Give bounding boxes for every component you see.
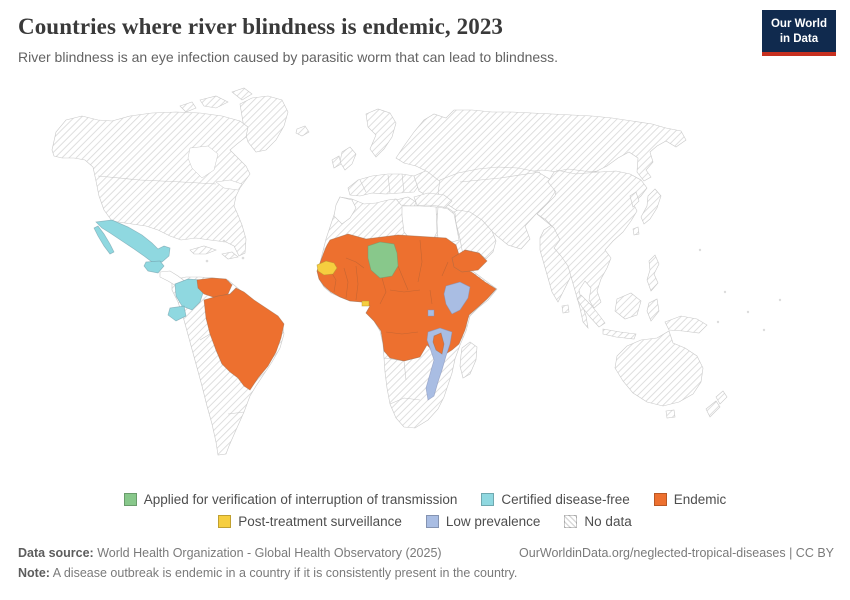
country-sri-lanka[interactable] — [561, 304, 570, 314]
legend-label: No data — [584, 514, 632, 529]
country-korea[interactable] — [629, 191, 640, 208]
asia-internal-borders — [459, 169, 599, 229]
country-greenland[interactable] — [239, 95, 289, 153]
data-source-text: World Health Organization - Global Healt… — [93, 546, 442, 560]
legend-swatch-no-data — [564, 515, 578, 528]
country-madagascar[interactable] — [459, 341, 478, 379]
us-canada-border — [97, 175, 217, 185]
region-russia[interactable] — [395, 109, 687, 185]
legend-label: Low prevalence — [445, 514, 541, 529]
pacific-island-dot — [746, 310, 750, 314]
region-central-europe[interactable] — [347, 173, 421, 197]
legend-item-certified[interactable]: Certified disease-free — [481, 492, 630, 507]
country-uk[interactable] — [339, 146, 357, 171]
legend-label: Post-treatment surveillance — [238, 514, 402, 529]
legend-swatch-low-prevalence — [425, 515, 439, 528]
country-japan[interactable] — [640, 188, 662, 225]
country-cuba[interactable] — [189, 245, 217, 255]
island-sumatra[interactable] — [576, 294, 606, 328]
country-yemen[interactable] — [451, 249, 488, 273]
legend-item-applied[interactable]: Applied for verification of interruption… — [123, 492, 458, 507]
country-morocco[interactable] — [333, 196, 357, 225]
island-java[interactable] — [602, 328, 637, 340]
island-new-guinea[interactable] — [664, 315, 708, 334]
country-colombia[interactable] — [174, 278, 205, 311]
country-senegal[interactable] — [316, 260, 338, 276]
country-malawi[interactable] — [432, 332, 445, 355]
country-guatemala[interactable] — [143, 260, 165, 274]
country-ireland[interactable] — [331, 155, 342, 169]
country-brazil[interactable] — [203, 287, 285, 391]
legend-label: Applied for verification of interruption… — [143, 492, 458, 507]
footer-note-row: Note: A disease outbreak is endemic in a… — [18, 566, 834, 580]
africa-endemic-internal-borders — [329, 239, 449, 335]
owid-logo-line2: in Data — [779, 32, 819, 45]
country-rwanda[interactable] — [427, 309, 435, 317]
island-dot — [241, 256, 245, 260]
pacific-island-dot — [716, 320, 720, 324]
legend-swatch-applied — [123, 493, 137, 506]
great-lakes — [215, 179, 243, 191]
country-philippines[interactable] — [646, 254, 660, 292]
island-sulawesi[interactable] — [646, 298, 660, 322]
page-subtitle: River blindness is an eye infection caus… — [18, 49, 559, 65]
country-taiwan[interactable] — [632, 226, 640, 236]
pacific-island-dot — [698, 248, 702, 252]
country-australia[interactable] — [614, 330, 704, 407]
island-dot — [222, 239, 226, 243]
legend-item-post-treatment[interactable]: Post-treatment surveillance — [218, 514, 402, 529]
owid-logo-line1: Our World — [770, 18, 827, 30]
footer: Data source: World Health Organization -… — [18, 546, 834, 580]
legend-swatch-endemic — [653, 493, 667, 506]
country-mexico-baja[interactable] — [93, 225, 115, 255]
legend-item-no-data[interactable]: No data — [564, 514, 632, 529]
legend-label: Certified disease-free — [501, 492, 630, 507]
country-hispaniola[interactable] — [221, 251, 239, 260]
owid-logo[interactable]: Our World in Data — [761, 10, 836, 56]
country-iceland[interactable] — [295, 125, 310, 137]
page-title: Countries where river blindness is endem… — [18, 14, 504, 39]
pacific-island-dot — [778, 298, 782, 302]
data-source-label: Data source: — [18, 546, 94, 560]
legend-row-2: Post-treatment surveillance Low prevalen… — [0, 514, 850, 529]
legend-item-low-prevalence[interactable]: Low prevalence — [425, 514, 541, 529]
island-borneo[interactable] — [614, 292, 642, 320]
arctic-islands[interactable] — [179, 87, 253, 113]
owid-url-link[interactable]: OurWorldinData.org/neglected-tropical-di… — [519, 546, 834, 560]
legend-item-endemic[interactable]: Endemic — [653, 492, 727, 507]
europe-internal-borders — [359, 173, 405, 194]
footer-source-row: Data source: World Health Organization -… — [18, 546, 834, 560]
country-new-zealand[interactable] — [705, 390, 728, 418]
region-china-se-asia[interactable] — [536, 168, 648, 330]
country-mexico[interactable] — [95, 219, 171, 263]
country-kenya[interactable] — [443, 281, 471, 315]
country-egypt[interactable] — [436, 206, 460, 244]
country-niger[interactable] — [367, 241, 399, 279]
legend-swatch-certified — [481, 493, 495, 506]
note-label: Note: — [18, 566, 50, 580]
data-source: Data source: World Health Organization -… — [18, 546, 442, 560]
country-ecuador[interactable] — [167, 305, 187, 322]
pacific-island-dot — [723, 290, 727, 294]
pacific-island-dot — [762, 328, 766, 332]
legend-swatch-post-treatment — [218, 515, 232, 528]
hudson-bay — [187, 145, 219, 179]
note-text: A disease outbreak is endemic in a count… — [49, 566, 518, 580]
island-dot — [205, 259, 209, 263]
country-equatorial-guinea[interactable] — [361, 300, 370, 307]
legend-label: Endemic — [673, 492, 727, 507]
header: Countries where river blindness is endem… — [18, 14, 740, 65]
country-mozambique[interactable] — [425, 327, 453, 401]
island-tasmania[interactable] — [665, 409, 676, 419]
region-scandinavia[interactable] — [365, 108, 397, 158]
map-legend: Applied for verification of interruption… — [0, 492, 850, 536]
legend-row-1: Applied for verification of interruption… — [0, 492, 850, 507]
